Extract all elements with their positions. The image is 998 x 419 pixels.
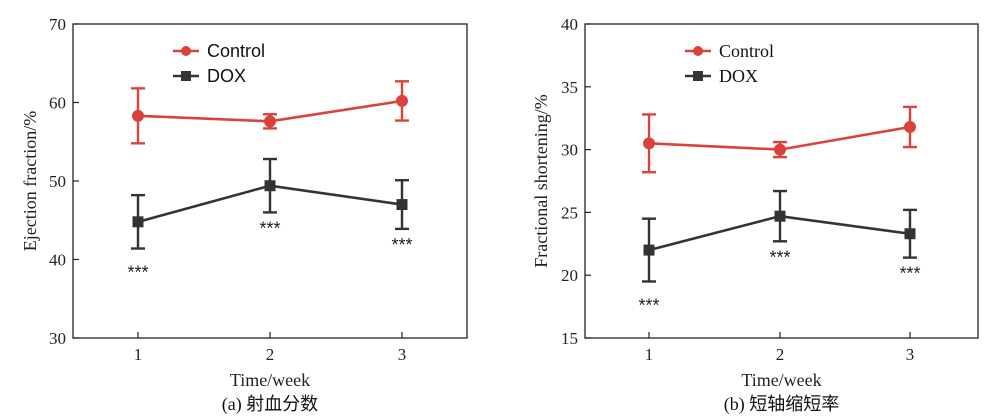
x-tick-label: 3 — [906, 345, 915, 364]
y-tick-label: 40 — [561, 15, 578, 34]
significance-label: *** — [259, 218, 280, 238]
plot-frame — [584, 23, 979, 339]
data-point — [643, 137, 655, 150]
data-point — [264, 180, 276, 192]
data-point — [264, 115, 276, 128]
series-control — [642, 105, 917, 174]
legend-marker — [181, 71, 191, 81]
series-dox — [642, 189, 917, 283]
data-point — [643, 244, 655, 256]
significance-label: *** — [391, 235, 412, 255]
data-point — [904, 120, 916, 133]
y-axis-title: Ejection fraction/% — [20, 111, 40, 251]
significance-label: *** — [127, 263, 148, 283]
y-tick-label: 40 — [49, 251, 66, 270]
legend: Control DOX — [685, 41, 774, 86]
legend-item-control: Control — [173, 41, 265, 61]
data-point — [132, 109, 144, 122]
x-axis-title: Time/week — [230, 370, 310, 390]
significance-label: *** — [638, 295, 659, 315]
legend-marker — [693, 71, 703, 81]
y-tick-label: 70 — [49, 15, 66, 34]
series-dox — [131, 157, 409, 250]
y-tick-label: 30 — [561, 141, 578, 160]
data-point — [396, 94, 408, 107]
significance-label: *** — [769, 247, 790, 267]
legend-label: Control — [719, 41, 774, 61]
data-point — [132, 216, 144, 228]
y-axis-title: Fractional shortening/% — [531, 94, 551, 267]
data-point — [774, 143, 786, 156]
legend-label: DOX — [207, 66, 246, 86]
legend-marker — [181, 46, 191, 56]
x-tick-label: 2 — [776, 345, 785, 364]
legend-item-dox: DOX — [685, 66, 758, 86]
legend-label: Control — [207, 41, 265, 61]
panel-caption: (b) 短轴缩短率 — [724, 394, 840, 415]
x-tick-label: 1 — [645, 345, 654, 364]
legend-item-control: Control — [685, 41, 774, 61]
legend-item-dox: DOX — [173, 66, 246, 86]
data-point — [774, 210, 786, 222]
legend: Control DOX — [173, 41, 265, 86]
panel-b-fractional-shortening: 15 20 25 30 35 40 1 2 3 Fractional shortening/% Ti… — [531, 15, 979, 415]
panel-caption: (a) 射血分数 — [222, 394, 318, 415]
legend-marker — [693, 46, 703, 56]
data-point — [396, 199, 408, 211]
significance-label: *** — [899, 264, 920, 284]
y-tick-label: 60 — [49, 94, 66, 113]
y-tick-label: 30 — [49, 329, 66, 348]
x-tick-label: 1 — [134, 345, 143, 364]
x-axis-title: Time/week — [741, 370, 821, 390]
x-tick-label: 2 — [266, 345, 275, 364]
y-tick-label: 25 — [561, 203, 578, 222]
x-tick-label: 3 — [398, 345, 407, 364]
y-tick-label: 15 — [561, 329, 578, 348]
y-tick-label: 35 — [561, 78, 578, 97]
y-tick-label: 20 — [561, 266, 578, 285]
series-control — [131, 80, 409, 145]
legend-label: DOX — [719, 66, 758, 86]
y-tick-label: 50 — [49, 172, 66, 191]
data-point — [904, 228, 916, 240]
panel-a-ejection-fraction: 30 40 50 60 70 1 2 3 Ejection fraction/% Time/wee… — [20, 15, 468, 415]
